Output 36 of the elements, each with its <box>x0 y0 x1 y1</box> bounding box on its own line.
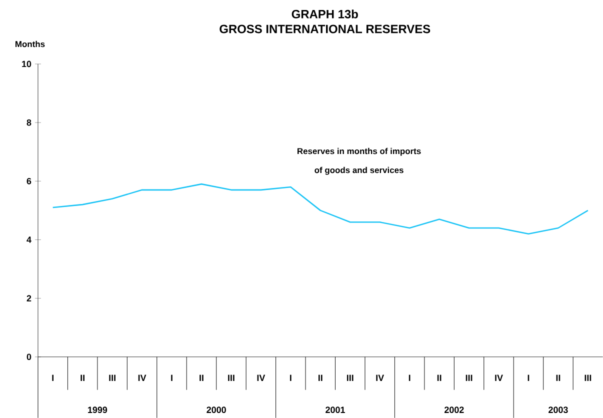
y-tick-label: 2 <box>26 295 32 302</box>
text: 2001 <box>326 406 345 413</box>
y-tick-label: 10 <box>22 60 32 68</box>
y-axis-title: Months <box>16 40 45 48</box>
text: 2003 <box>548 406 568 413</box>
x-tick-label: II <box>80 374 84 381</box>
x-tick-label: IV <box>138 374 146 381</box>
x-tick-label: I <box>408 374 410 381</box>
annotation: Reserves in months of imports <box>298 148 421 156</box>
x-tick-label: II <box>318 374 322 381</box>
x-tick-label: I <box>290 374 292 381</box>
x-tick-label: II <box>200 374 204 381</box>
x-tick-label: III <box>228 374 234 381</box>
x-tick-label: IV <box>376 374 384 381</box>
text: 2002 <box>444 406 464 413</box>
x-tick-label: I <box>52 374 54 381</box>
annotation: of goods and services <box>314 166 404 175</box>
y-tick-label: 6 <box>26 178 32 184</box>
x-tick-label: III <box>109 374 116 381</box>
text: 2000 <box>206 406 226 413</box>
chart-subtitle: GROSS INTERNATIONAL RESERVES <box>220 24 430 34</box>
x-tick-label: IV <box>257 374 266 381</box>
y-tick-label: 4 <box>26 236 32 243</box>
x-tick-label: II <box>556 374 560 381</box>
x-tick-label: III <box>466 374 472 381</box>
x-tick-label: III <box>346 374 354 381</box>
text: 1999 <box>88 406 108 413</box>
x-tick-label: I <box>171 374 172 381</box>
line-series <box>52 183 589 234</box>
y-tick-label: 0 <box>26 354 32 360</box>
x-tick-label: II <box>437 374 442 381</box>
chart-title: GRAPH 13b <box>292 10 358 18</box>
y-tick-label: 8 <box>26 119 32 126</box>
x-tick-label: I <box>528 374 530 381</box>
x-tick-label: IV <box>495 374 503 381</box>
x-tick-label: III <box>584 374 592 381</box>
